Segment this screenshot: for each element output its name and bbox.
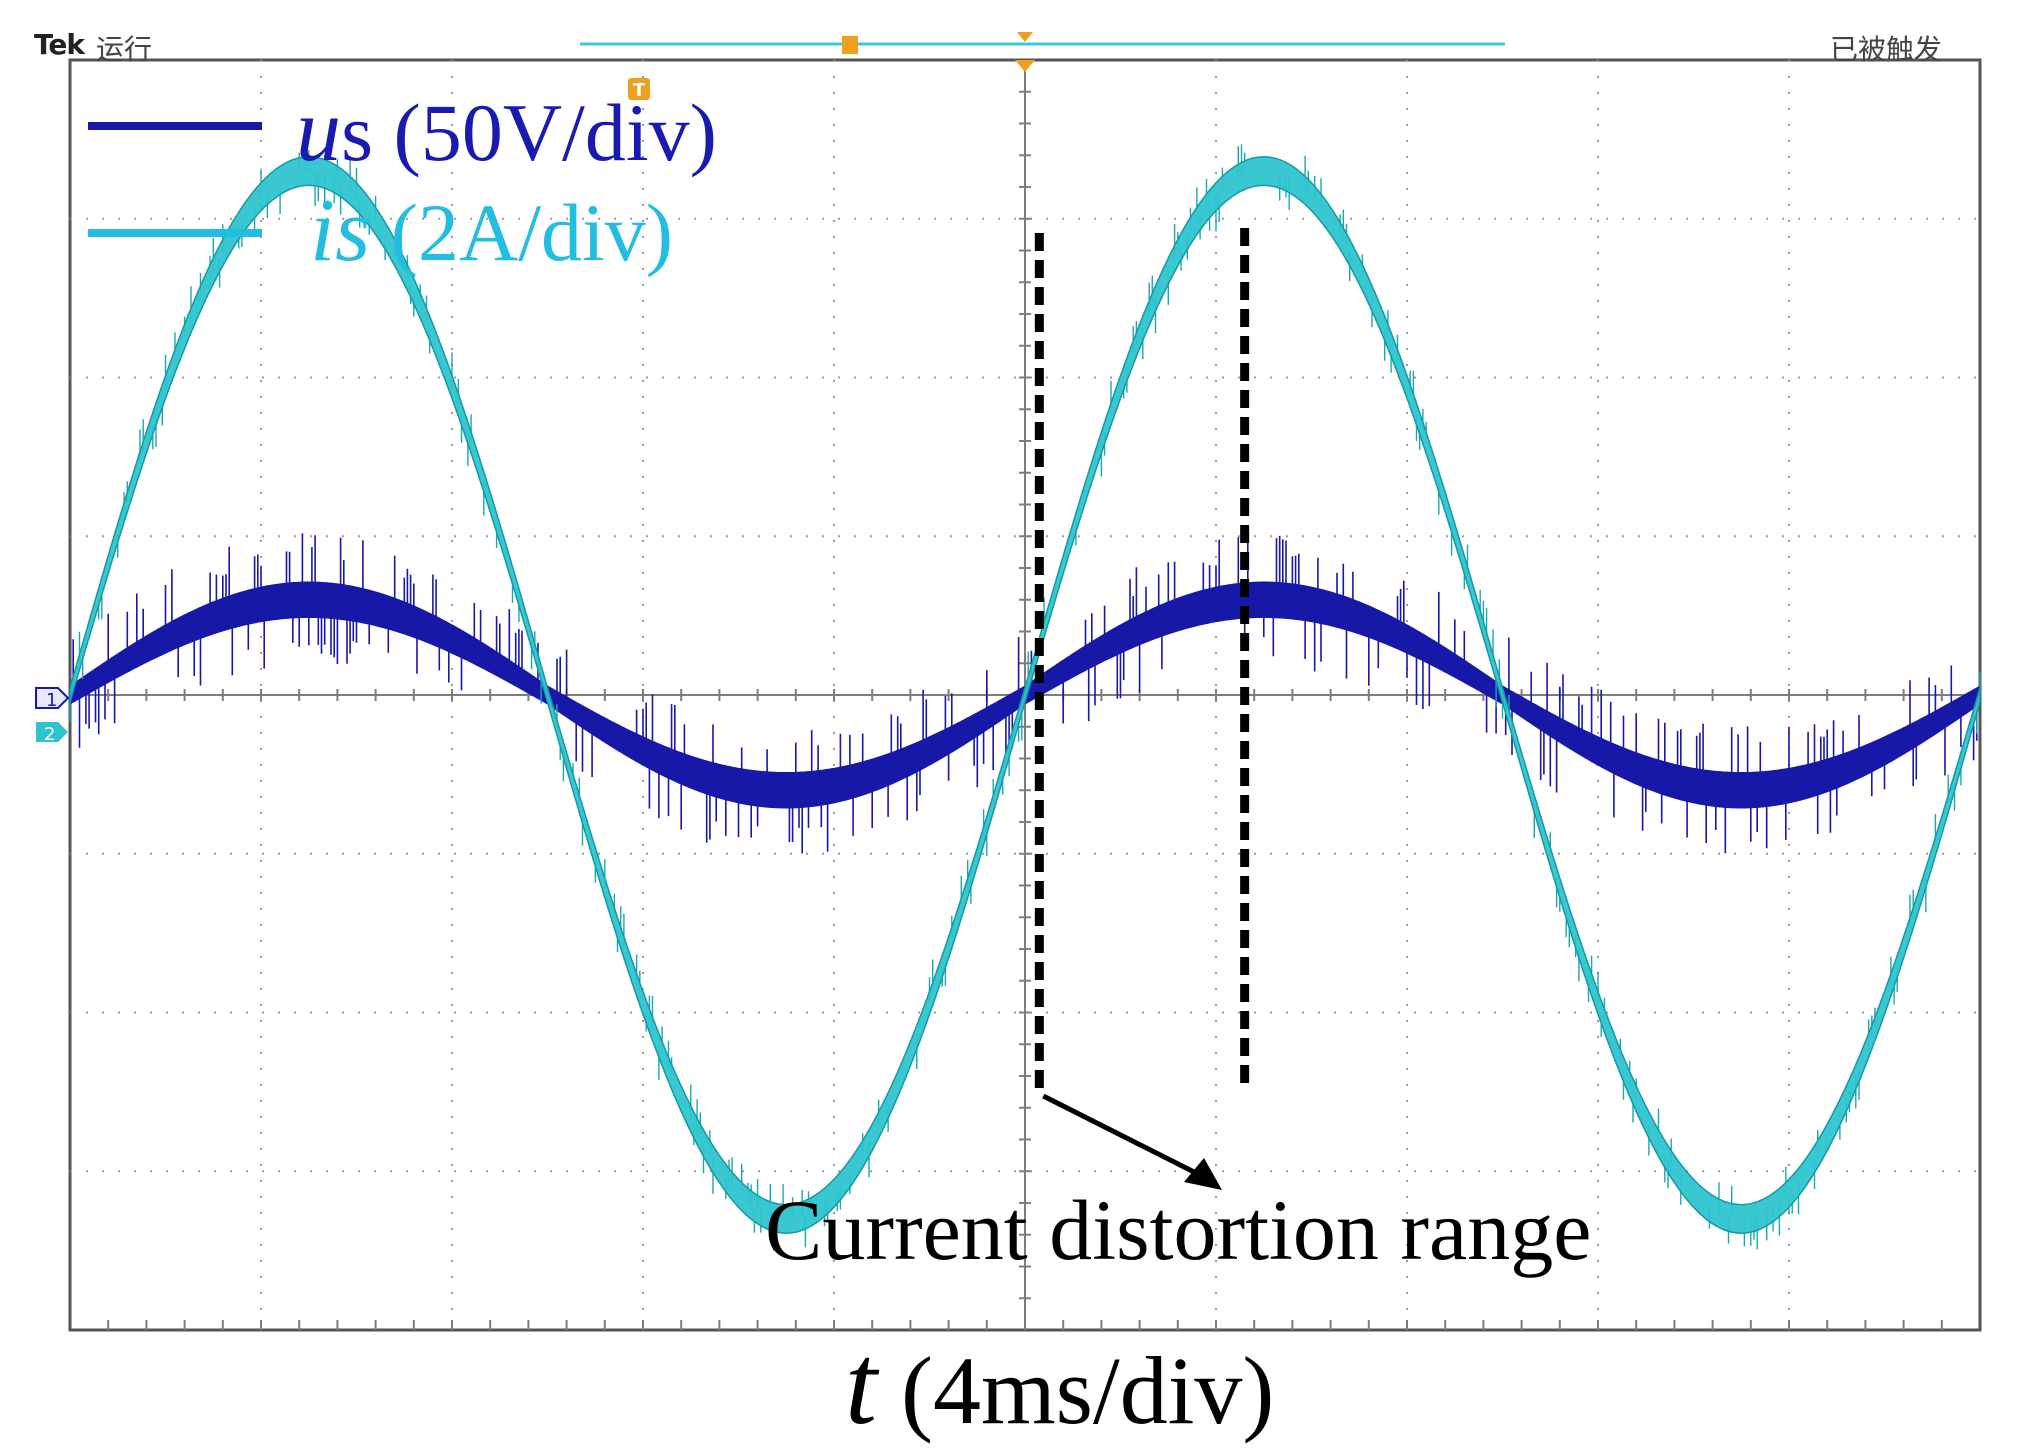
scope-brand-label: Tek [34, 28, 85, 61]
trigger-marker-label: T [633, 80, 646, 101]
annotation-arrow-shaft [1042, 1093, 1202, 1178]
legend-us-label: us (50V/div) [296, 78, 717, 182]
trigger-level-marker [628, 78, 650, 100]
trigger-time-arrow [1015, 60, 1035, 72]
waveform-traces [69, 144, 1981, 1251]
legend-is-symbol: i [310, 180, 336, 280]
channel-1-label: 1 [46, 690, 57, 711]
legend-us-symbol: u [296, 80, 342, 180]
trigger-position-arrow [1017, 32, 1033, 42]
scope-header-bar: T 1 2 [35, 32, 1505, 745]
run-status-label: 运行 [96, 33, 153, 66]
channel-1-marker [35, 687, 70, 709]
legend-us-scale: (50V/div) [393, 87, 717, 178]
distortion-annotation-label: Current distortion range [765, 1182, 1592, 1278]
trigger-status-label: 已被触发 [1830, 33, 1943, 66]
annotation-arrow-head [1184, 1158, 1222, 1190]
us-noise-spikes [72, 533, 1978, 854]
x-axis-symbol: t [845, 1320, 878, 1448]
distortion-range-markers [1034, 228, 1250, 1190]
legend-lines [88, 122, 262, 237]
legend-us-subscript: s [341, 87, 374, 178]
x-axis-label: t (4ms/div) [845, 1318, 1274, 1451]
legend-is-label: is (2A/div) [310, 178, 673, 282]
record-position-marker [842, 36, 858, 54]
x-axis-unit: (4ms/div) [901, 1337, 1275, 1444]
channel-2-marker [36, 722, 68, 742]
legend-is-subscript: s [335, 180, 371, 280]
legend-is-scale: (2A/div) [390, 187, 674, 278]
channel-2-label: 2 [44, 724, 55, 745]
is-trace [69, 156, 1981, 1234]
